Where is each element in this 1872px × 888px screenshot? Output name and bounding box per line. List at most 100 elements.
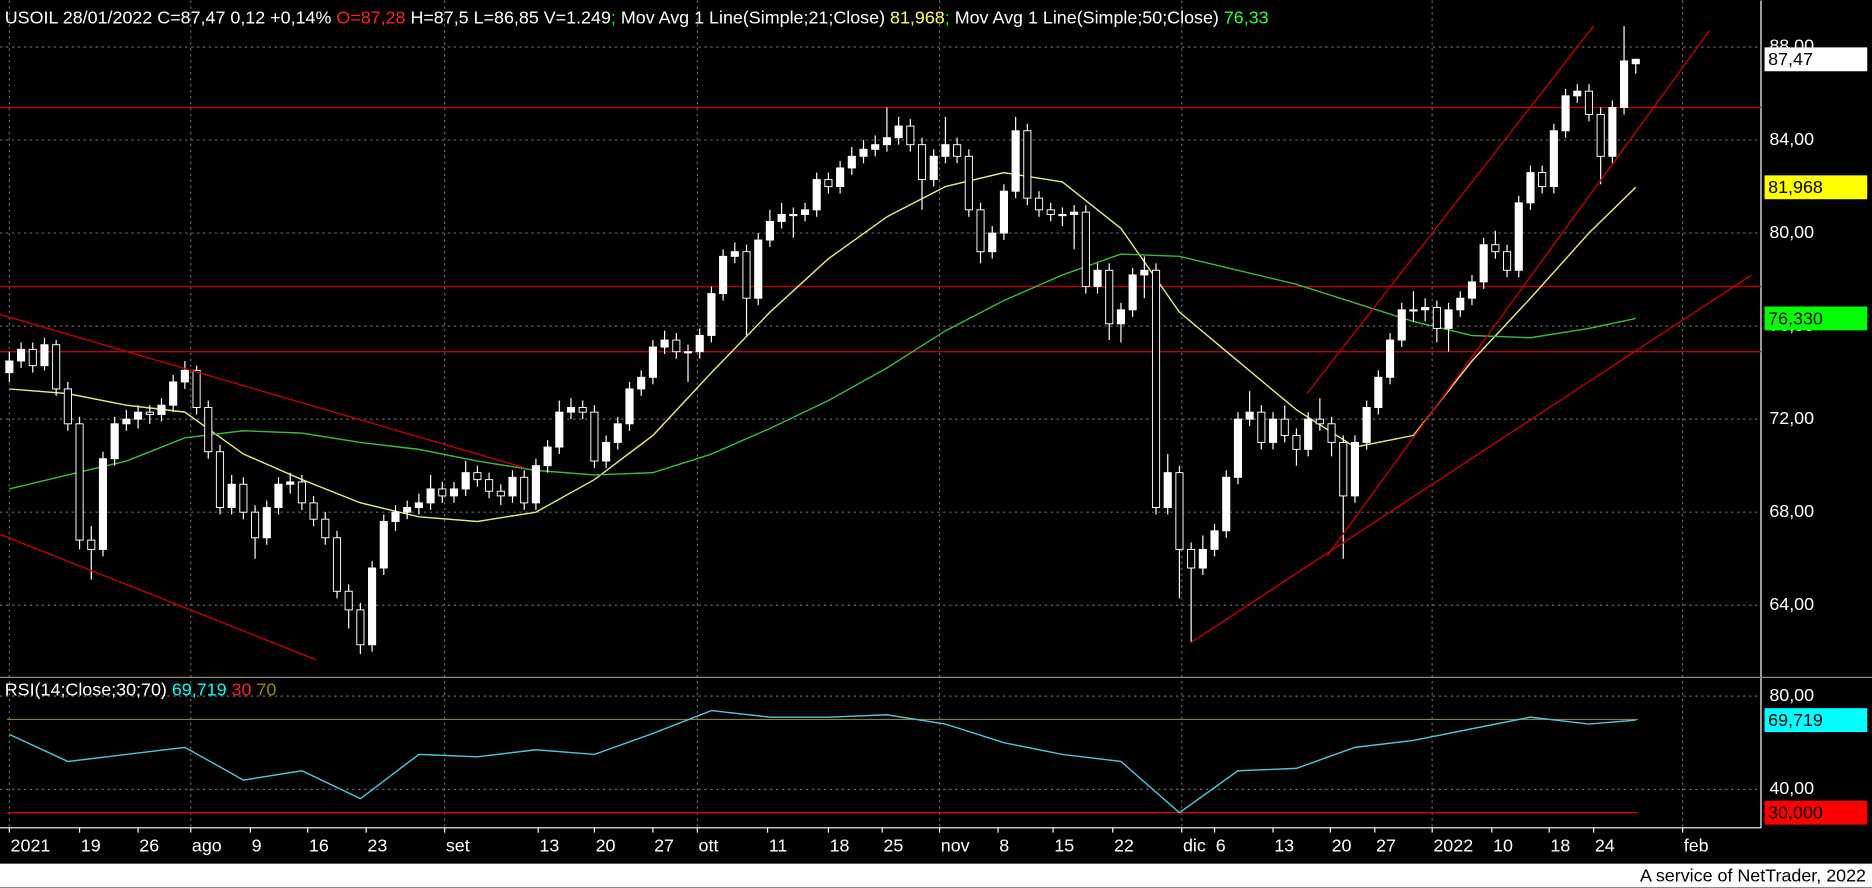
- candle-body: [613, 423, 622, 443]
- header-part: ;: [945, 7, 955, 27]
- candle-body: [754, 239, 763, 299]
- candle-body: [976, 209, 985, 253]
- candle-body: [578, 407, 587, 413]
- x-tick-label: 16: [309, 836, 329, 856]
- candle-body: [520, 476, 529, 504]
- candle-body: [1620, 60, 1629, 108]
- x-tick-label: nov: [941, 836, 970, 856]
- candle-body: [1467, 281, 1477, 299]
- header-part: 76,33: [1224, 7, 1269, 27]
- candle-body: [1385, 339, 1395, 378]
- candle-body: [1058, 213, 1067, 217]
- candle-body: [1034, 197, 1044, 211]
- trendline: [1306, 25, 1595, 395]
- candle-body: [145, 411, 154, 415]
- candle-body: [719, 255, 728, 295]
- candle-body: [1538, 172, 1547, 188]
- candle-body: [1362, 407, 1371, 443]
- candle-body: [391, 511, 400, 522]
- candle-body: [1432, 307, 1441, 329]
- candle-body: [403, 507, 412, 513]
- candle-body: [543, 446, 552, 467]
- candle-body: [1421, 307, 1430, 311]
- candle-body: [1292, 434, 1301, 450]
- candle-body: [426, 488, 435, 504]
- candle-body: [227, 483, 236, 509]
- footer-strip: [0, 863, 1872, 888]
- candle-body: [824, 179, 833, 188]
- y-tick-label: 84,00: [1769, 129, 1814, 149]
- candle-body: [1245, 411, 1254, 420]
- candle-body: [461, 472, 470, 490]
- candle-body: [1093, 269, 1102, 288]
- candle-body: [414, 502, 423, 509]
- x-tick-label: 13: [1274, 836, 1294, 856]
- candle-body: [1409, 309, 1418, 312]
- candle-body: [1397, 309, 1406, 341]
- header-part: H=87,5 L=86,85 V=1.249: [405, 7, 610, 27]
- value-box: [1764, 708, 1868, 733]
- candle-body: [75, 423, 84, 541]
- candle-body: [508, 476, 517, 497]
- x-tick-label: 19: [81, 836, 101, 856]
- candle-body: [368, 567, 377, 646]
- candle-body: [63, 388, 72, 425]
- candle-body: [531, 465, 540, 504]
- candle-body: [1514, 202, 1523, 271]
- candle-body: [297, 481, 306, 504]
- x-tick-label: dic: [1183, 836, 1206, 856]
- x-tick-label: 22: [1114, 836, 1134, 856]
- candle-body: [941, 144, 950, 157]
- x-tick-label: ago: [192, 836, 222, 856]
- candle-body: [1631, 58, 1640, 65]
- candle-body: [836, 167, 845, 188]
- candle-body: [1339, 441, 1348, 497]
- candle-body: [1175, 472, 1184, 550]
- candle-body: [40, 344, 49, 367]
- candle-body: [309, 502, 318, 520]
- candle-body: [1233, 418, 1243, 478]
- candle-body: [449, 488, 459, 497]
- candle-body: [157, 404, 166, 415]
- candle-body: [800, 209, 810, 215]
- candle-body: [251, 511, 260, 539]
- candle-body: [485, 479, 494, 492]
- x-tick-label: 9: [252, 836, 262, 856]
- trendline: [1326, 30, 1711, 557]
- candle-body: [1374, 376, 1383, 409]
- value-box: [1764, 175, 1868, 200]
- candle-body: [239, 483, 248, 513]
- candle-body: [929, 155, 938, 181]
- x-tick-label: feb: [1684, 836, 1709, 856]
- candle-body: [1081, 211, 1090, 288]
- candle-body: [134, 411, 143, 420]
- y-tick-label: 80,00: [1769, 685, 1814, 705]
- candle-body: [882, 137, 891, 146]
- x-tick-label: 26: [139, 836, 159, 856]
- candle-body: [5, 360, 14, 374]
- value-box-label: 30,000: [1768, 803, 1823, 823]
- candle-body: [1151, 269, 1161, 509]
- x-tick-label: 18: [1550, 836, 1570, 856]
- value-box-label: 81,968: [1768, 177, 1823, 197]
- candle-body: [1503, 251, 1512, 271]
- x-tick-label: set: [446, 836, 470, 856]
- x-tick-label: 8: [999, 836, 1009, 856]
- header-part: 70: [251, 679, 276, 699]
- candle-body: [1596, 113, 1605, 157]
- candle-body: [1584, 90, 1594, 115]
- candle-body: [777, 213, 786, 222]
- x-tick-label: 20: [1332, 836, 1352, 856]
- header-part: RSI(14;Close;30;70): [5, 679, 172, 699]
- candle-body: [1479, 244, 1488, 283]
- header-part: Mov Avg 1 Line(Simple;50;Close): [955, 7, 1224, 27]
- y-tick-label: 80,00: [1769, 222, 1814, 242]
- x-tick-label: 24: [1595, 836, 1615, 856]
- y-tick-label: 72,00: [1769, 408, 1814, 428]
- x-tick-label: 6: [1216, 836, 1226, 856]
- candle-body: [999, 190, 1008, 234]
- x-tick-label: 15: [1054, 836, 1074, 856]
- candle-body: [847, 155, 856, 169]
- x-tick-label: ott: [699, 836, 719, 856]
- candle-body: [1608, 106, 1617, 157]
